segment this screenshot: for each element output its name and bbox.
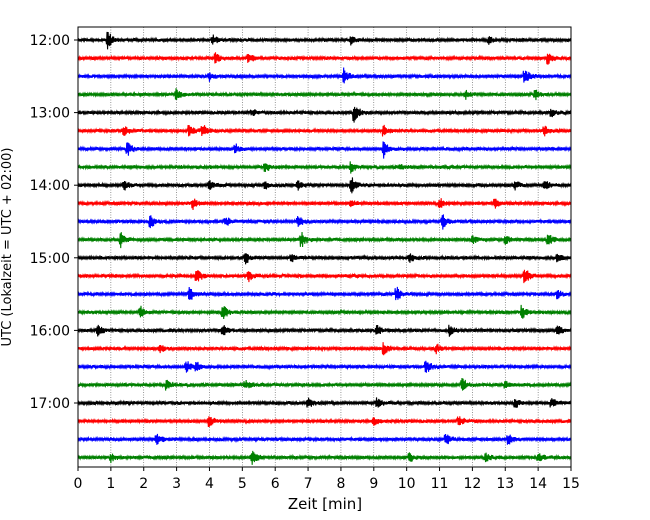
trace-row-1730: [77, 433, 572, 445]
trace-row-1715: [77, 416, 572, 427]
vertical-gridlines: [110, 27, 539, 467]
x-tick-label-8: 8: [336, 476, 345, 492]
x-tick-label-12: 12: [463, 476, 481, 492]
plot-frame: [77, 26, 572, 468]
seismic-traces: [77, 31, 572, 465]
x-tick-label-7: 7: [304, 476, 313, 492]
x-tick-label-10: 10: [398, 476, 416, 492]
trace-row-1745: [77, 450, 572, 465]
trace-row-1330: [77, 141, 572, 159]
x-tick-label-6: 6: [271, 476, 280, 492]
x-tick-label-11: 11: [431, 476, 449, 492]
trace-row-1545: [77, 304, 572, 320]
x-tick-label-4: 4: [205, 476, 214, 492]
y-tick-label-1300: 13:00: [30, 106, 70, 122]
x-tick-label-5: 5: [238, 476, 247, 492]
x-tick-label-2: 2: [139, 476, 148, 492]
trace-row-1415: [77, 198, 572, 211]
trace-row-1230: [77, 67, 572, 84]
trace-row-1445: [77, 232, 572, 249]
y-tick-label-1400: 14:00: [30, 178, 70, 194]
trace-row-1430: [77, 214, 572, 230]
y-tick-label-1600: 16:00: [30, 323, 70, 339]
trace-row-1600: [77, 324, 572, 337]
y-tick-label-1700: 17:00: [30, 396, 70, 412]
plot-background: [78, 27, 571, 467]
x-axis-label: Zeit [min]: [288, 495, 362, 513]
y-axis-ticks: 12:00 13:00 14:00 15:00 16:00 17:00: [30, 33, 78, 412]
trace-row-1215: [77, 52, 572, 65]
trace-row-1700: [77, 397, 572, 408]
y-tick-label-1200: 12:00: [30, 33, 70, 49]
x-tick-label-9: 9: [369, 476, 378, 492]
x-tick-label-15: 15: [562, 476, 580, 492]
trace-row-1615: [77, 342, 572, 356]
x-tick-label-14: 14: [529, 476, 547, 492]
trace-row-1530: [77, 286, 572, 301]
x-tick-label-0: 0: [74, 476, 83, 492]
trace-row-1630: [77, 360, 572, 373]
trace-row-1400: [77, 177, 572, 194]
trace-row-1345: [77, 161, 572, 174]
trace-row-1245: [77, 88, 572, 101]
trace-row-1300: [77, 106, 572, 123]
x-tick-label-13: 13: [496, 476, 514, 492]
trace-row-1645: [77, 378, 572, 391]
x-axis-ticks: 0 1 2 3 4 5 6 7 8 9 10 11 12 13 14 15: [74, 467, 580, 492]
trace-row-1515: [77, 269, 572, 284]
x-tick-label-1: 1: [106, 476, 115, 492]
x-tick-label-3: 3: [172, 476, 181, 492]
y-tick-label-1500: 15:00: [30, 251, 70, 267]
trace-row-1200: [77, 31, 572, 50]
trace-row-1500: [77, 253, 572, 265]
y-axis-label: UTC (Lokalzeit = UTC + 02:00): [0, 148, 15, 347]
trace-row-1315: [77, 124, 572, 137]
